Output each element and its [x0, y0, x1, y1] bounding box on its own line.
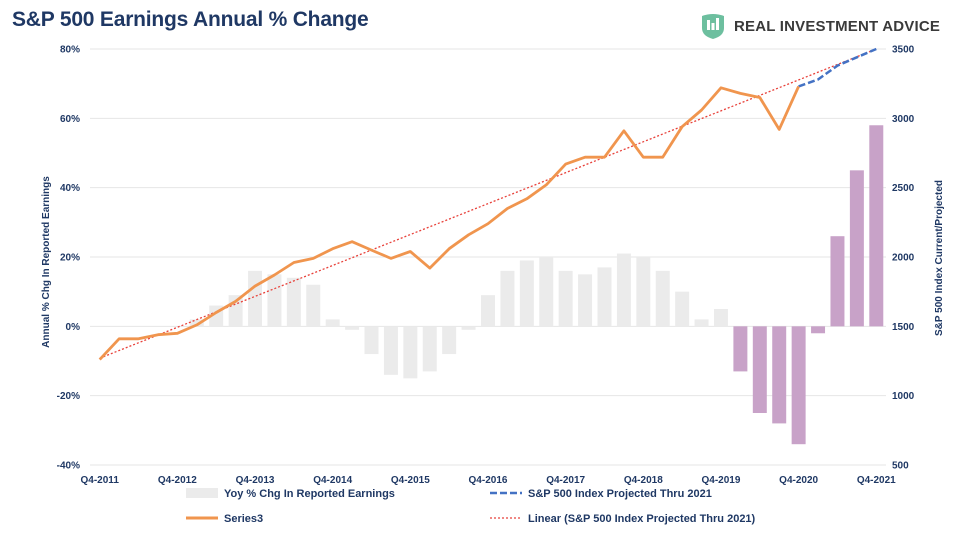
legend-label: S&P 500 Index Projected Thru 2021	[528, 488, 712, 500]
right-tick-label: 3000	[892, 114, 915, 125]
brand-logo: REAL INVESTMENT ADVICE	[700, 12, 940, 40]
right-tick-label: 1000	[892, 391, 915, 402]
left-tick-label: -40%	[57, 461, 80, 472]
bar	[791, 326, 806, 445]
left-tick-label: 0%	[66, 322, 81, 333]
bar	[772, 326, 787, 424]
x-tick-label: Q4-2014	[313, 475, 352, 486]
legend: Yoy % Chg In Reported Earnings S&P 500 In…	[186, 488, 756, 525]
x-tick-label: Q4-2020	[779, 475, 818, 486]
x-tick-label: Q4-2018	[624, 475, 663, 486]
right-axis-ticks: 3500 3000 2500 2000 1500 1000 500	[892, 45, 915, 472]
bar	[267, 274, 282, 327]
brand-name: REAL INVESTMENT ADVICE	[734, 17, 941, 35]
bar	[830, 236, 845, 327]
bar	[306, 284, 321, 327]
bar	[578, 274, 593, 327]
bar	[519, 260, 534, 327]
bar	[500, 270, 515, 327]
right-tick-label: 2500	[892, 183, 915, 194]
bar	[616, 253, 631, 327]
left-tick-label: 80%	[60, 45, 80, 56]
bar	[636, 257, 651, 327]
right-tick-label: 2000	[892, 253, 915, 264]
x-tick-label: Q4-2016	[469, 475, 508, 486]
bar	[558, 270, 573, 327]
linear-trendline	[99, 48, 877, 359]
x-tick-label: Q4-2019	[702, 475, 741, 486]
bar	[189, 319, 204, 327]
bar	[286, 277, 301, 327]
legend-label: Linear (S&P 500 Index Projected Thru 202…	[528, 513, 756, 525]
right-tick-label: 1500	[892, 322, 915, 333]
chart-title: S&P 500 Earnings Annual % Change	[12, 8, 369, 31]
ria-shield-icon	[702, 14, 724, 39]
x-tick-label: Q4-2012	[158, 475, 197, 486]
bar	[597, 267, 612, 327]
right-tick-label: 500	[892, 461, 909, 472]
bar	[422, 326, 437, 372]
bar	[713, 309, 728, 327]
bar	[733, 326, 748, 372]
bar	[345, 326, 360, 330]
right-tick-label: 3500	[892, 45, 915, 56]
x-tick-label: Q4-2011	[81, 475, 120, 486]
x-tick-label: Q4-2021	[857, 475, 896, 486]
right-axis-title: S&P 500 Index Current/Projected	[934, 180, 945, 336]
bar	[694, 319, 709, 327]
left-tick-label: 20%	[60, 253, 80, 264]
bar	[655, 270, 670, 327]
left-axis-title: Annual % Chg In Reported Earnings	[41, 176, 52, 348]
bar	[481, 295, 495, 327]
x-tick-label: Q4-2017	[546, 475, 585, 486]
bar	[403, 326, 418, 379]
legend-label: Yoy % Chg In Reported Earnings	[224, 488, 395, 500]
left-tick-label: -20%	[57, 391, 80, 402]
x-axis-ticks: Q4-2011 Q4-2012 Q4-2013 Q4-2014 Q4-2015 Q4-20…	[81, 475, 897, 486]
bar	[325, 319, 340, 327]
bar	[539, 257, 554, 327]
bar	[442, 326, 457, 355]
line-series	[98, 47, 877, 361]
bar	[849, 170, 864, 327]
bar	[811, 326, 826, 334]
index-line-series3	[98, 85, 800, 361]
left-tick-label: 40%	[60, 183, 80, 194]
bar	[869, 125, 884, 327]
legend-label: Series3	[224, 513, 263, 525]
bar	[752, 326, 767, 413]
x-tick-label: Q4-2013	[236, 475, 275, 486]
legend-swatch	[186, 488, 218, 498]
bar	[364, 326, 379, 355]
x-tick-label: Q4-2015	[391, 475, 430, 486]
left-tick-label: 60%	[60, 114, 80, 125]
bar	[383, 326, 398, 375]
bar	[461, 326, 476, 330]
bar	[675, 291, 690, 327]
bar-series	[189, 125, 884, 445]
left-axis-ticks: 80% 60% 40% 20% 0% -20% -40%	[57, 45, 80, 472]
projected-index-line	[798, 47, 877, 88]
